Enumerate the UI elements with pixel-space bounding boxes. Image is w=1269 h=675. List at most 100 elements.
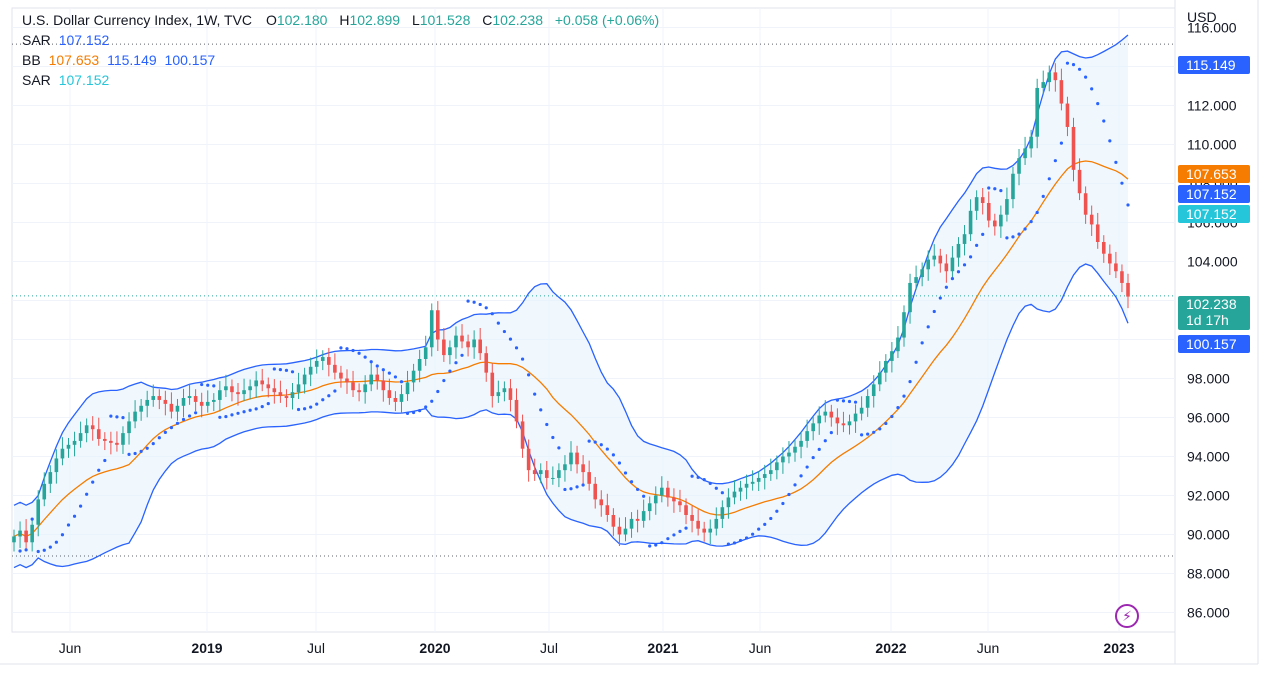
sar-dot <box>878 427 882 431</box>
sar-dot <box>1120 181 1124 185</box>
sar-dot <box>914 360 918 364</box>
candle-body <box>30 524 34 543</box>
sar-dot <box>393 375 398 379</box>
candlestick-series[interactable] <box>12 63 1130 552</box>
candle-body <box>448 347 452 356</box>
sar-dot <box>24 548 28 552</box>
candle-body <box>399 394 404 402</box>
sar-dot <box>169 426 174 430</box>
sar-dot <box>315 402 319 406</box>
candle-body <box>593 483 598 500</box>
candle-body <box>1029 136 1033 149</box>
sar-dot <box>175 421 180 425</box>
candle-body <box>72 440 77 445</box>
candle-body <box>502 388 507 393</box>
sar-dot <box>732 541 737 545</box>
sar-dot <box>97 468 101 472</box>
sar-dot <box>593 440 597 444</box>
candle-body <box>266 384 271 389</box>
sar-dot <box>187 414 192 418</box>
sar-dot <box>896 405 900 410</box>
x-tick-label: Jul <box>307 640 325 656</box>
sar-dot <box>817 447 821 451</box>
sar-dot <box>866 432 870 436</box>
candle-body <box>926 259 931 270</box>
candle-body <box>405 382 410 395</box>
sar-dot <box>690 474 694 478</box>
candle-body <box>938 255 943 264</box>
last-price-value: 102.238 <box>1186 296 1237 312</box>
sar-dot <box>1071 63 1076 67</box>
candle-body <box>1089 214 1094 225</box>
sar-dot <box>1023 227 1027 231</box>
candle-body <box>520 421 525 449</box>
candle-body <box>157 396 162 400</box>
candle-body <box>296 384 301 393</box>
candle-body <box>884 360 888 373</box>
legend-bb[interactable]: BB 107.653 115.149 100.157 <box>22 50 219 70</box>
candle-body <box>871 384 876 397</box>
sar-dot <box>351 348 355 353</box>
sar-dot <box>133 451 137 456</box>
candle-body <box>272 388 277 393</box>
sar-dot <box>418 409 422 413</box>
sar-dot <box>648 544 652 548</box>
candle-body <box>617 526 622 535</box>
sar-dot <box>545 422 549 427</box>
candle-body <box>363 384 367 393</box>
sar-dot <box>109 414 113 418</box>
sar-dot <box>194 411 198 415</box>
candle-body <box>345 378 349 383</box>
candle-body <box>411 370 416 383</box>
sar-dot <box>78 504 83 508</box>
sar-dot <box>1047 177 1051 181</box>
legend-sar-1[interactable]: SAR 107.152 <box>22 30 113 50</box>
candle-body <box>635 518 640 521</box>
y-tick-label: 96.000 <box>1187 410 1230 426</box>
sar-dot <box>472 300 476 304</box>
candle-body <box>472 339 476 348</box>
sar-dot <box>212 384 216 388</box>
candle-body <box>96 429 101 439</box>
candle-body <box>653 495 658 504</box>
sar-dot <box>847 399 852 404</box>
candle-body <box>853 413 858 422</box>
sar-dot <box>775 509 779 513</box>
sar-dot <box>611 453 615 457</box>
candle-body <box>726 497 731 508</box>
sar-dot <box>841 399 846 403</box>
candle-body <box>532 470 537 475</box>
sar-dot <box>520 357 525 361</box>
lightning-icon[interactable]: ⚡ <box>1115 604 1139 628</box>
candle-body <box>508 388 513 400</box>
bb-upper-value: 115.149 <box>107 52 157 68</box>
candle-body <box>496 392 501 397</box>
sar-dot <box>242 410 246 414</box>
sar-dot <box>387 371 391 375</box>
sar-dot <box>726 542 731 546</box>
sar-dot <box>1059 141 1064 145</box>
time-axis[interactable]: Jun 2019 Jul 2020 Jul 2021 Jun 2022 Jun 2023 <box>59 640 1135 656</box>
candle-body <box>211 399 216 402</box>
sar-dot <box>1084 75 1088 79</box>
sar1-value: 107.152 <box>58 32 110 48</box>
sar-dot <box>763 522 767 527</box>
sar-dot <box>1005 236 1009 240</box>
currency-label: USD <box>1187 9 1217 25</box>
candle-body <box>90 425 95 430</box>
sar-dot <box>757 527 761 531</box>
sar-dot <box>696 475 700 479</box>
candle-body <box>702 528 706 533</box>
sar-dot <box>599 443 603 447</box>
sar-dot <box>605 447 609 451</box>
candle-body <box>944 263 949 272</box>
candle-body <box>859 407 864 414</box>
candle-body <box>339 372 343 379</box>
candle-body <box>1083 193 1088 215</box>
legend-sar-2[interactable]: SAR 107.152 <box>22 70 113 90</box>
sar-dot <box>85 492 89 496</box>
candle-body <box>1041 82 1046 88</box>
candle-body <box>732 491 737 498</box>
bb-upper-line <box>13 34 1129 506</box>
